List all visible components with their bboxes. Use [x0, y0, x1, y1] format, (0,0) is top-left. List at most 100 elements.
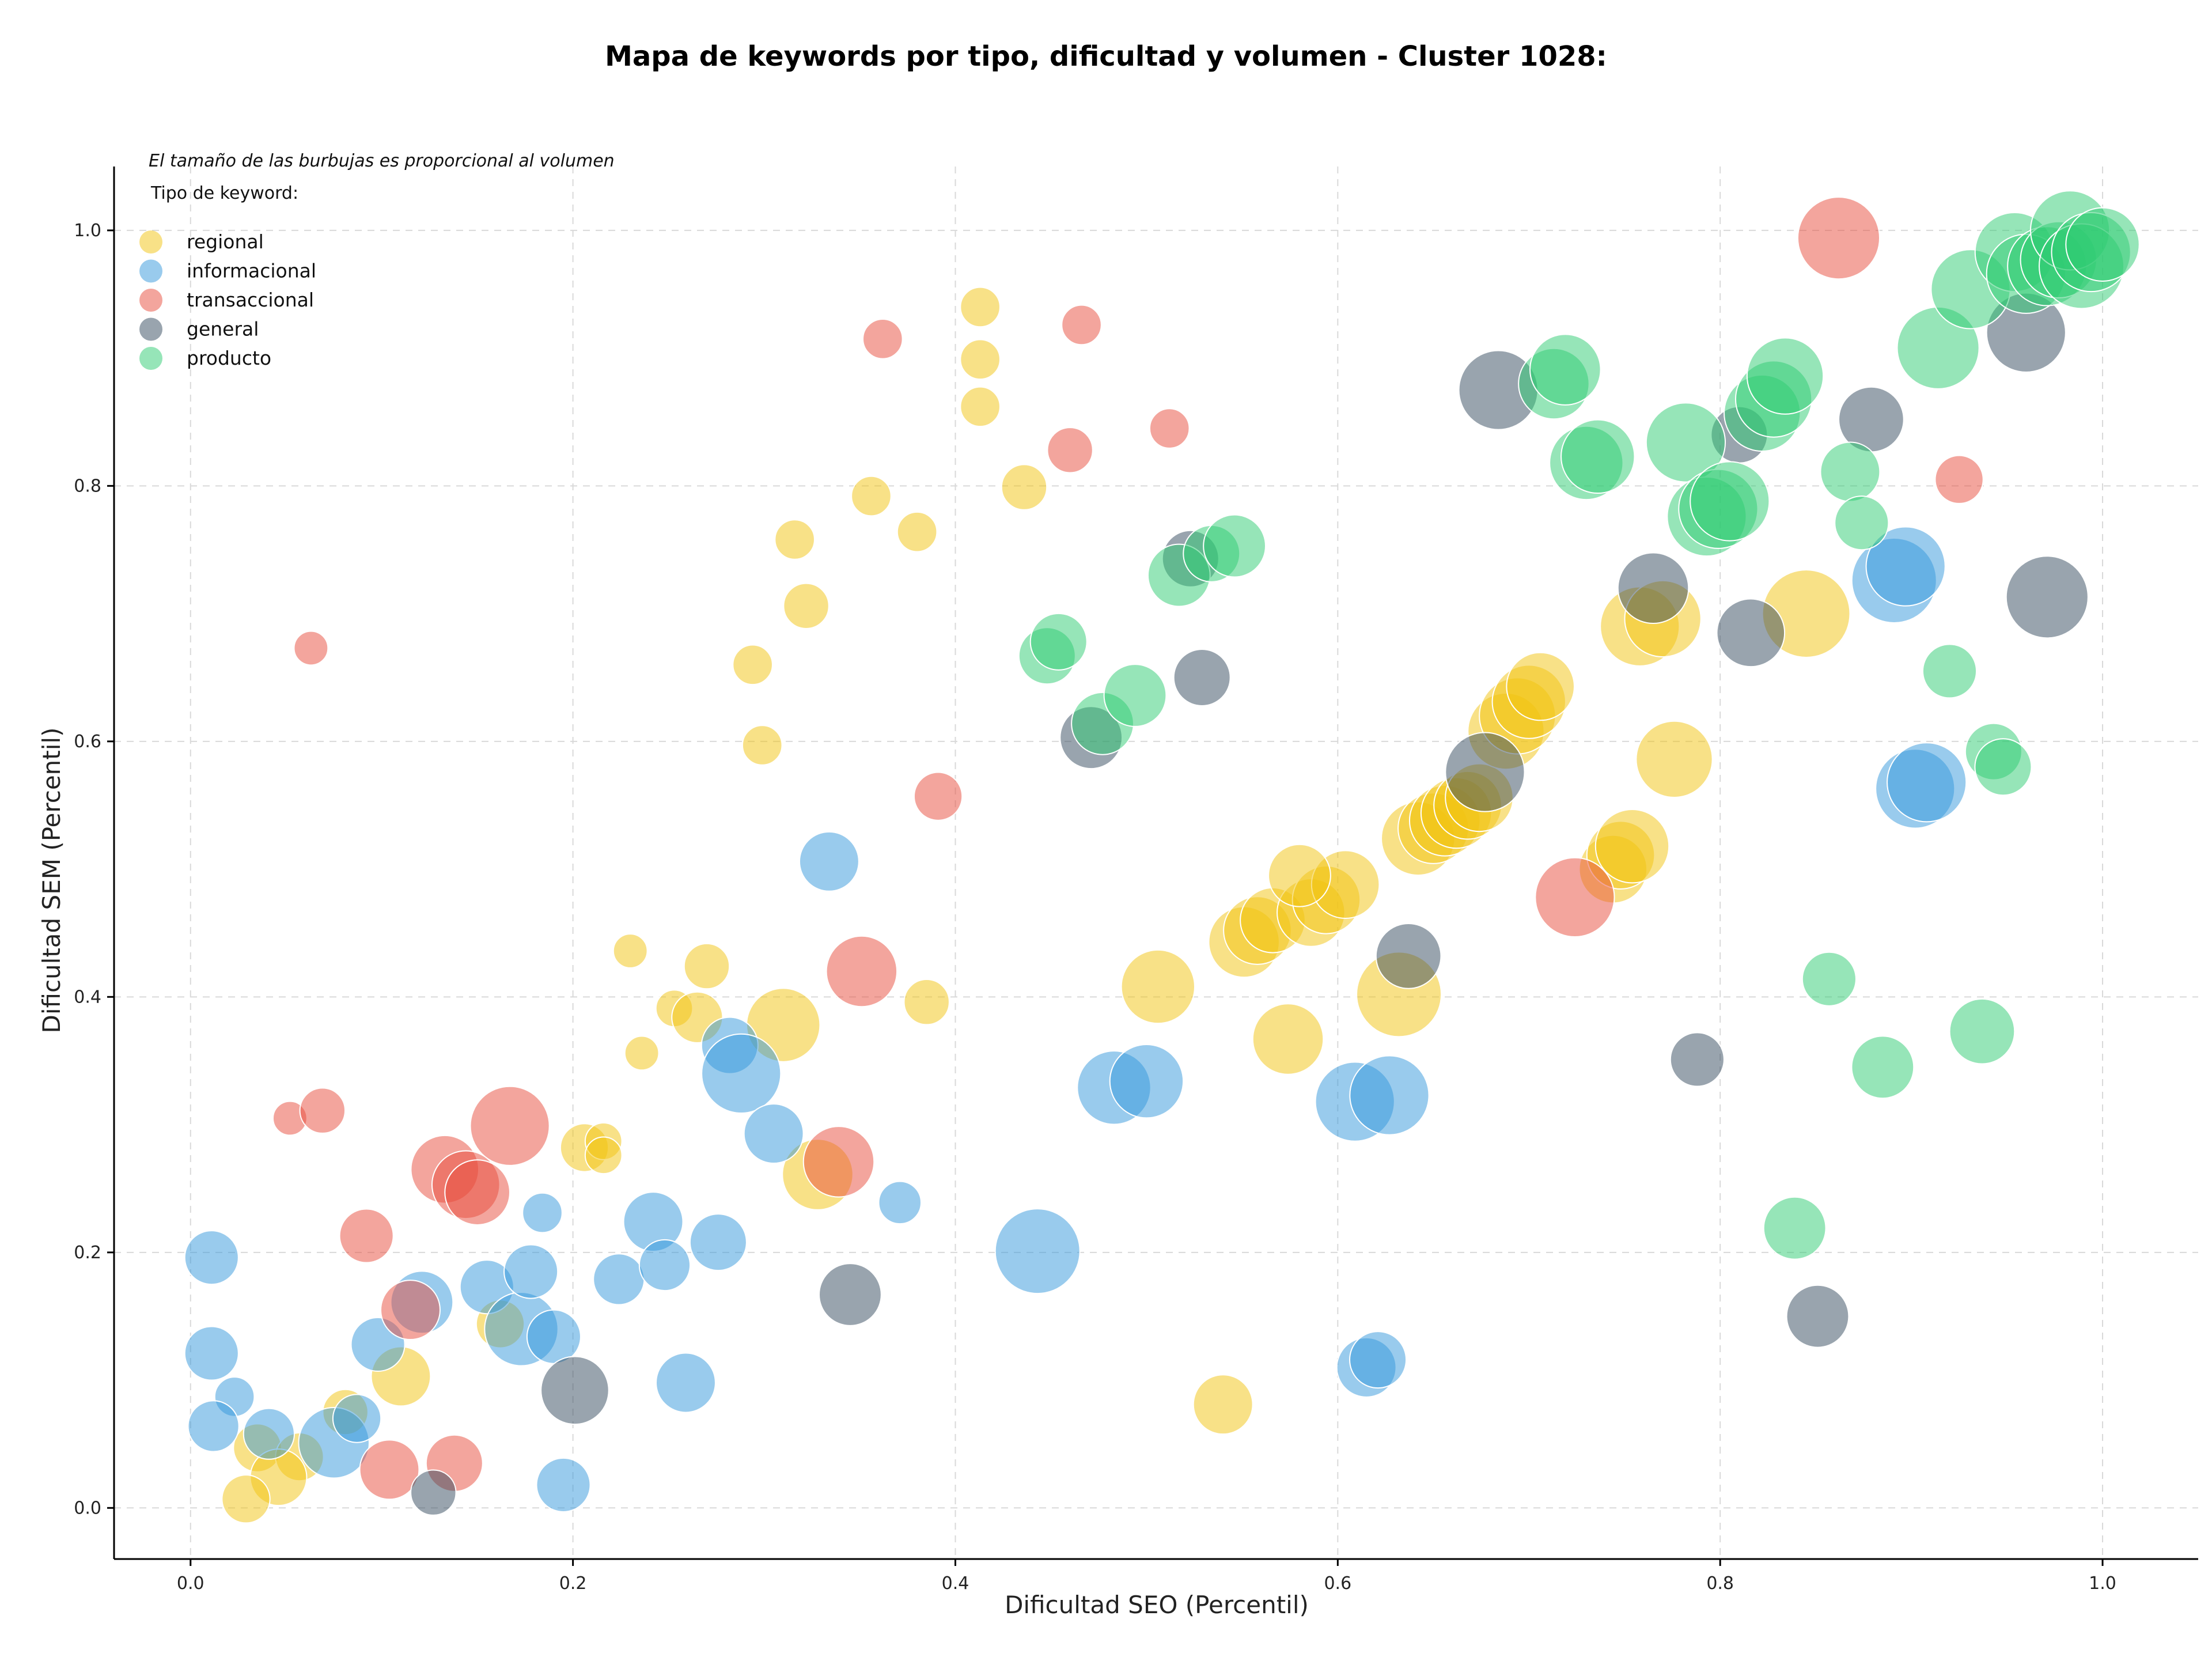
legend-marker-general	[139, 317, 162, 341]
bubble-general	[819, 1263, 882, 1326]
bubble-informacional	[243, 1408, 295, 1460]
bubble-regional	[1594, 808, 1670, 884]
bubble-general	[410, 1469, 457, 1516]
bubble-regional	[783, 582, 830, 629]
bubble-transaccional	[802, 1126, 875, 1198]
bubble-informacional	[1109, 1043, 1184, 1119]
legend-marker-transaccional	[139, 289, 162, 312]
bubble-producto	[1645, 402, 1726, 483]
bubble-informacional	[638, 1239, 691, 1292]
bubble-producto	[1103, 664, 1167, 727]
bubble-general	[1445, 732, 1525, 812]
bubble-producto	[1763, 1196, 1827, 1260]
bubble-producto	[1560, 419, 1635, 494]
bubble-transaccional	[299, 1087, 346, 1134]
x-axis-label: Dificultad SEO (Percentil)	[1005, 1591, 1309, 1619]
bubble-regional	[903, 979, 950, 1026]
bubble-regional	[732, 644, 773, 686]
bubble-regional	[1268, 843, 1331, 907]
bubble-general	[1617, 552, 1690, 625]
bubble-transaccional	[339, 1208, 394, 1263]
legend-title: Tipo de keyword:	[150, 183, 298, 203]
legend-label-producto: producto	[187, 347, 271, 369]
bubble-transaccional	[1047, 427, 1093, 474]
bubble-transaccional	[1061, 304, 1102, 346]
bubble-informacional	[536, 1457, 591, 1512]
bubble-general	[1173, 648, 1231, 706]
bubble-producto	[1834, 495, 1889, 551]
bubble-transaccional	[825, 935, 898, 1008]
bubble-size-note: El tamaño de las burbujas es proporciona…	[149, 151, 615, 171]
bubble-informacional	[593, 1253, 645, 1306]
bubble-transaccional	[359, 1439, 420, 1500]
bubble-informacional	[1887, 742, 1967, 823]
bubble-informacional	[798, 831, 859, 892]
bubble-transaccional	[862, 319, 903, 360]
bubble-regional	[1252, 1003, 1324, 1075]
legend-marker-producto	[139, 347, 162, 370]
bubble-informacional	[656, 1352, 716, 1413]
bubble-producto	[1203, 514, 1266, 578]
legend-label-transaccional: transaccional	[187, 289, 314, 311]
bubble-general	[2005, 555, 2089, 639]
bubble-informacional	[701, 1033, 782, 1114]
bubble-producto	[1974, 738, 2032, 796]
x-tick-label: 0.6	[1324, 1573, 1351, 1594]
bubble-producto	[1949, 998, 2016, 1065]
bubble-regional	[741, 725, 783, 766]
bubble-informacional	[184, 1230, 239, 1285]
bubble-regional	[774, 519, 815, 560]
bubble-informacional	[689, 1213, 747, 1272]
bubble-regional	[612, 933, 648, 968]
x-tick-label: 1.0	[2089, 1573, 2116, 1594]
bubble-informacional	[503, 1244, 559, 1299]
bubble-transaccional	[1934, 455, 1984, 504]
bubble-regional	[896, 511, 938, 553]
bubble-general	[540, 1356, 609, 1425]
bubble-producto	[1529, 334, 1601, 406]
bubble-producto	[1851, 1035, 1915, 1099]
y-tick-label: 0.8	[74, 476, 101, 496]
bubble-regional	[851, 475, 892, 517]
bubble-producto	[2065, 207, 2140, 282]
bubble-producto	[1029, 612, 1088, 671]
bubble-informacional	[526, 1309, 581, 1364]
y-tick-label: 1.0	[74, 221, 101, 241]
bubble-informacional	[332, 1394, 382, 1443]
legend-label-general: general	[187, 318, 259, 340]
bubble-producto	[1746, 337, 1824, 415]
grid	[114, 167, 2198, 1559]
legend-label-regional: regional	[187, 230, 264, 253]
bubble-informacional	[1349, 1055, 1430, 1136]
bubble-regional	[221, 1474, 271, 1524]
bubble-regional	[1506, 652, 1575, 721]
bubble-informacional	[184, 1326, 239, 1381]
bubble-regional	[1192, 1374, 1253, 1435]
chart-title: Mapa de keywords por tipo, dificultad y …	[605, 40, 1607, 73]
bubble-regional	[1120, 949, 1196, 1024]
bubble-informacional	[878, 1181, 922, 1225]
bubble-transaccional	[1797, 196, 1881, 280]
bubble-informacional	[187, 1400, 240, 1452]
bubble-regional	[584, 1136, 623, 1175]
x-tick-label: 0.0	[177, 1573, 204, 1594]
bubble-regional	[624, 1035, 660, 1071]
bubble-producto	[1922, 644, 1978, 699]
bubble-general	[1716, 598, 1786, 668]
y-tick-label: 0.0	[74, 1498, 101, 1518]
bubble-general	[1375, 923, 1442, 989]
bubble-producto	[1690, 461, 1770, 542]
bubble-informacional	[743, 1103, 804, 1164]
y-tick-label: 0.6	[74, 732, 101, 752]
y-tick-label: 0.4	[74, 987, 101, 1007]
bubble-informacional	[1865, 526, 1946, 607]
legend-label-informacional: informacional	[187, 260, 316, 282]
bubble-transaccional	[444, 1159, 511, 1225]
legend-marker-regional	[139, 230, 162, 253]
bubble-producto	[1801, 951, 1857, 1007]
legend: Tipo de keyword: regional informacional tr…	[139, 183, 316, 370]
bubble-regional	[1635, 720, 1713, 799]
bubble-transaccional	[469, 1085, 550, 1166]
